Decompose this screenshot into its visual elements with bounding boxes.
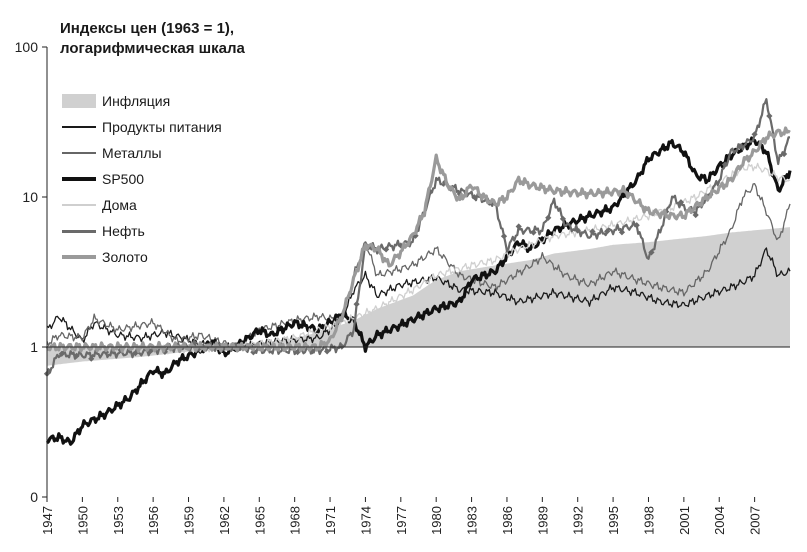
y-tick-label: 10: [22, 189, 38, 205]
series-5-marker: [500, 233, 508, 240]
x-tick-label: 1995: [606, 506, 621, 535]
x-tick-label: 1968: [288, 506, 303, 535]
x-tick-label: 1959: [182, 506, 197, 535]
legend-item: Нефть: [62, 218, 222, 244]
series-5-marker: [736, 143, 743, 150]
legend-item: Золото: [62, 244, 222, 270]
series-5-marker: [781, 150, 788, 158]
legend-label: Дома: [102, 197, 137, 213]
legend-item: Продукты питания: [62, 114, 222, 140]
series-5-marker: [353, 301, 360, 308]
legend-swatch: [62, 94, 96, 108]
legend-label: Нефть: [102, 223, 145, 239]
x-tick-label: 1971: [323, 506, 338, 535]
x-tick-label: 1977: [394, 506, 409, 535]
legend-label: SP500: [102, 171, 145, 187]
legend-swatch: [62, 177, 96, 181]
legend-label: Металлы: [102, 145, 162, 161]
x-tick-label: 1998: [642, 506, 657, 535]
x-tick-label: 1983: [465, 506, 480, 535]
legend-swatch: [62, 126, 96, 128]
x-tick-label: 2001: [677, 506, 692, 535]
x-tick-label: 1956: [146, 506, 161, 535]
x-tick-label: 1986: [500, 506, 515, 535]
legend-item: Металлы: [62, 140, 222, 166]
legend-label: Золото: [102, 249, 148, 265]
x-tick-label: 2004: [712, 506, 727, 535]
legend-swatch: [62, 152, 96, 154]
series-layer: [43, 98, 792, 446]
x-tick-label: 1989: [535, 506, 550, 535]
x-tick-label: 1962: [217, 506, 232, 535]
x-tick-label: 1974: [358, 506, 373, 535]
series-5-marker: [324, 348, 331, 355]
legend-item: Дома: [62, 192, 222, 218]
x-tick-label: 2007: [748, 506, 763, 535]
x-tick-label: 1950: [75, 506, 90, 535]
legend: Инфляция Продукты питания Металлы SP500 Дома…: [62, 88, 222, 270]
series-5-marker: [766, 112, 773, 120]
y-tick-label: 0: [30, 489, 38, 505]
x-tick-label: 1953: [111, 506, 126, 535]
x-tick-label: 1947: [40, 506, 55, 535]
legend-label: Инфляция: [102, 93, 171, 109]
legend-swatch: [62, 229, 96, 233]
x-tick-label: 1992: [571, 506, 586, 535]
series-5-marker: [751, 131, 758, 138]
chart-subtitle: логарифмическая шкала: [60, 40, 245, 57]
series-0-area: [47, 227, 790, 366]
series-5-marker: [88, 355, 95, 362]
series-2-line: [46, 182, 791, 351]
series-3-line: [45, 136, 792, 446]
legend-label: Продукты питания: [102, 119, 222, 135]
series-6-line: [45, 126, 791, 354]
series-1-line: [46, 247, 791, 351]
legend-item: Инфляция: [62, 88, 222, 114]
y-tick-label: 1: [30, 339, 38, 355]
legend-swatch: [62, 204, 96, 206]
legend-swatch: [62, 255, 96, 259]
x-tick-label: 1965: [252, 506, 267, 535]
chart-title: Индексы цен (1963 = 1),: [60, 20, 235, 37]
x-tick-label: 1980: [429, 506, 444, 535]
y-tick-label: 100: [15, 39, 39, 55]
area-layer: [47, 227, 790, 366]
legend-item: SP500: [62, 166, 222, 192]
